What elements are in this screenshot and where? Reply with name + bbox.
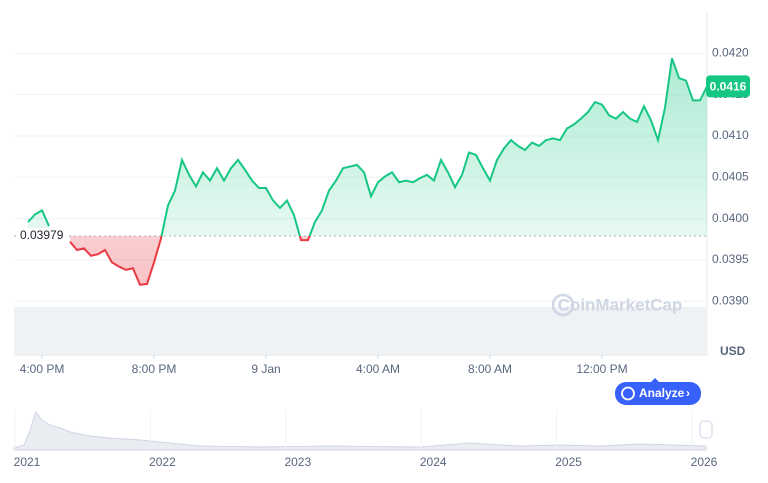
y-tick-label: 0.0390 xyxy=(712,293,749,307)
navigator-year: 2022 xyxy=(149,455,176,469)
navigator-year: 2024 xyxy=(420,455,447,469)
y-tick-label: 0.0420 xyxy=(712,45,749,59)
watermark: CoinMarketCap xyxy=(558,295,683,314)
x-tick-label: 4:00 PM xyxy=(20,362,65,376)
watermark-logo xyxy=(551,293,575,317)
x-tick-label: 8:00 AM xyxy=(468,362,512,376)
price-line xyxy=(27,57,707,236)
x-tick-label: 12:00 PM xyxy=(576,362,627,376)
reference-label: 0.03979 xyxy=(20,228,64,242)
analyze-button[interactable] xyxy=(615,382,701,405)
x-tick-label: 8:00 PM xyxy=(132,362,177,376)
x-tick-label: 9 Jan xyxy=(251,362,280,376)
area-down xyxy=(14,235,310,285)
y-tick-label: 0.0410 xyxy=(712,128,749,142)
analyze-icon xyxy=(621,386,635,401)
reference-label-bg xyxy=(16,227,68,244)
area-up xyxy=(14,58,707,236)
navigator-area xyxy=(13,410,707,451)
y-tick-label: 0.0395 xyxy=(712,252,749,266)
y-tick-label: 0.0400 xyxy=(712,211,749,225)
navigator-year: 2023 xyxy=(284,455,311,469)
button-pointer xyxy=(650,378,660,383)
navigator-year: 2025 xyxy=(555,455,582,469)
navigator-year: 2026 xyxy=(691,455,718,469)
volume-band xyxy=(14,307,706,355)
current-price-badge xyxy=(706,75,750,98)
y-tick-label: 0.0405 xyxy=(712,169,749,183)
x-tick-label: 4:00 AM xyxy=(356,362,400,376)
chevron: › xyxy=(686,386,690,400)
current-price-label: 0.0416 xyxy=(710,80,747,94)
analyze-label[interactable]: Analyze xyxy=(639,386,685,400)
navigator-handle[interactable] xyxy=(699,420,713,439)
navigator-year: 2021 xyxy=(14,455,41,469)
unit-label: USD xyxy=(720,344,746,358)
